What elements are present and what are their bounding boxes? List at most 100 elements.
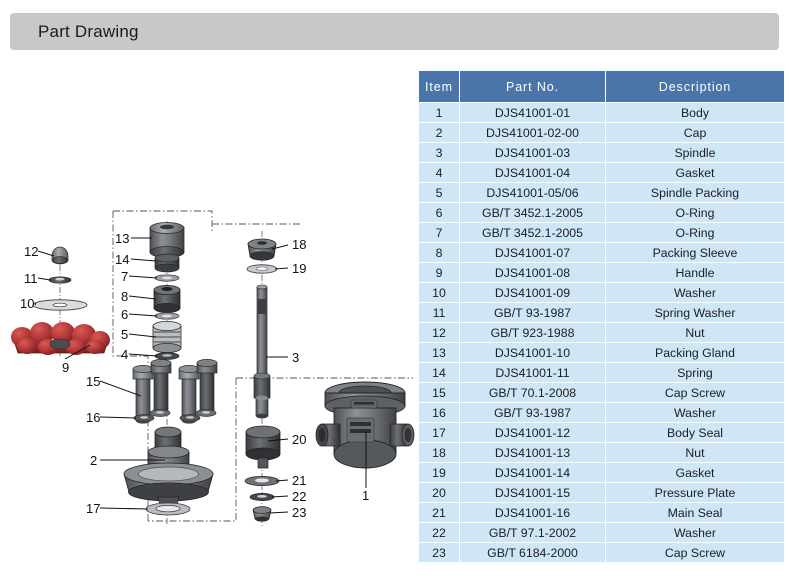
callout-6: 6	[121, 307, 128, 322]
leader-line-10	[34, 302, 37, 306]
cell-part-no: DJS41001-04	[460, 163, 605, 182]
part-10-washer	[32, 299, 88, 311]
cell-part-no: DJS41001-15	[460, 483, 605, 502]
table-row: 6 GB/T 3452.1-2005 O-Ring	[419, 203, 784, 222]
cell-item: 18	[419, 443, 459, 462]
cell-part-no: GB/T 3452.1-2005	[460, 223, 605, 242]
part-19-gasket	[246, 264, 278, 274]
part-7-o-ring	[154, 274, 180, 282]
cell-description: Washer	[606, 523, 784, 542]
cell-part-no: DJS41001-11	[460, 363, 605, 382]
part-13-packing-gland	[149, 222, 185, 258]
cell-description: Main Seal	[606, 503, 784, 522]
cell-description: Cap Screw	[606, 543, 784, 562]
part-23-cap-screw	[252, 506, 272, 522]
cell-description: Spring Washer	[606, 303, 784, 322]
part-9-handle	[11, 322, 110, 355]
callout-22: 22	[292, 489, 306, 504]
table-row: 11 GB/T 93-1987 Spring Washer	[419, 303, 784, 322]
cell-description: Spring	[606, 363, 784, 382]
leader-line-19	[274, 267, 289, 270]
leader-line-group	[34, 237, 367, 514]
table-row: 5 DJS41001-05/06 Spindle Packing	[419, 183, 784, 202]
part-6-o-ring	[154, 312, 180, 320]
callout-5: 5	[121, 327, 128, 342]
table-row: 22 GB/T 97.1-2002 Washer	[419, 523, 784, 542]
callout-4: 4	[121, 347, 128, 362]
table-row: 14 DJS41001-11 Spring	[419, 363, 784, 382]
callout-16: 16	[86, 410, 100, 425]
cell-part-no: GB/T 923-1988	[460, 323, 605, 342]
table-row: 23 GB/T 6184-2000 Cap Screw	[419, 543, 784, 562]
cell-part-no: DJS41001-10	[460, 343, 605, 362]
callout-15: 15	[86, 374, 100, 389]
cell-description: Gasket	[606, 463, 784, 482]
table-row: 3 DJS41001-03 Spindle	[419, 143, 784, 162]
cell-item: 14	[419, 363, 459, 382]
callout-17: 17	[86, 501, 100, 516]
cell-item: 13	[419, 343, 459, 362]
leader-line-17	[99, 507, 149, 510]
leader-line-14	[130, 258, 157, 262]
callout-10: 10	[20, 296, 34, 311]
cell-part-no: DJS41001-03	[460, 143, 605, 162]
cell-item: 23	[419, 543, 459, 562]
cell-part-no: GB/T 6184-2000	[460, 543, 605, 562]
callout-20: 20	[292, 432, 306, 447]
table-row: 13 DJS41001-10 Packing Gland	[419, 343, 784, 362]
cell-description: Cap	[606, 123, 784, 142]
cell-item: 3	[419, 143, 459, 162]
cell-item: 12	[419, 323, 459, 342]
callout-1: 1	[362, 488, 369, 503]
callout-11: 11	[24, 271, 38, 286]
cell-part-no: GB/T 93-1987	[460, 403, 605, 422]
part-21-main-seal	[244, 475, 280, 486]
callout-14: 14	[115, 252, 129, 267]
cell-part-no: DJS41001-08	[460, 263, 605, 282]
part-22-washer	[249, 493, 275, 501]
cell-part-no: DJS41001-16	[460, 503, 605, 522]
part-14-spring	[154, 253, 180, 273]
table-row: 12 GB/T 923-1988 Nut	[419, 323, 784, 342]
cell-item: 16	[419, 403, 459, 422]
cell-part-no: GB/T 70.1-2008	[460, 383, 605, 402]
table-row: 17 DJS41001-12 Body Seal	[419, 423, 784, 442]
part-4-gasket	[154, 352, 180, 360]
leader-line-12	[37, 250, 55, 257]
exploded-part-drawing: 12 11 10 9 13 14 7 8 6 5 4 15 16 2 17 18…	[0, 56, 415, 581]
leader-line-15	[99, 380, 142, 397]
table-row: 18 DJS41001-13 Nut	[419, 443, 784, 462]
part-8-packing-sleeve	[153, 284, 181, 313]
part-20-pressure-plate	[245, 425, 281, 469]
cell-item: 6	[419, 203, 459, 222]
leader-line-9	[64, 344, 91, 360]
cell-description: Packing Gland	[606, 343, 784, 362]
callout-8: 8	[121, 289, 128, 304]
leader-line-16	[99, 416, 137, 419]
column-header-item: Item	[419, 71, 459, 102]
callout-19: 19	[292, 261, 306, 276]
part-11-spring-washer	[48, 276, 72, 284]
part-2-cap	[123, 426, 214, 506]
callout-13: 13	[115, 231, 129, 246]
part-17-body-seal	[145, 502, 191, 516]
cell-part-no: DJS41001-14	[460, 463, 605, 482]
leader-line-23	[269, 511, 289, 514]
cell-item: 7	[419, 223, 459, 242]
table-row: 16 GB/T 93-1987 Washer	[419, 403, 784, 422]
part-drawing-svg: 12 11 10 9 13 14 7 8 6 5 4 15 16 2 17 18…	[11, 210, 415, 526]
cell-item: 2	[419, 123, 459, 142]
cell-item: 11	[419, 303, 459, 322]
parts-table: Item Part No. Description 1 DJS41001-01 Bo…	[418, 70, 785, 563]
cell-item: 17	[419, 423, 459, 442]
parts-table-body: 1 DJS41001-01 Body 2 DJS41001-02-00 Cap 3 DJS41…	[419, 103, 784, 562]
cell-description: Cap Screw	[606, 383, 784, 402]
cell-item: 21	[419, 503, 459, 522]
cell-item: 15	[419, 383, 459, 402]
callout-21: 21	[292, 473, 306, 488]
cell-description: Packing Sleeve	[606, 243, 784, 262]
callout-9: 9	[62, 360, 69, 375]
table-row: 21 DJS41001-16 Main Seal	[419, 503, 784, 522]
cell-part-no: DJS41001-13	[460, 443, 605, 462]
cell-description: Gasket	[606, 163, 784, 182]
